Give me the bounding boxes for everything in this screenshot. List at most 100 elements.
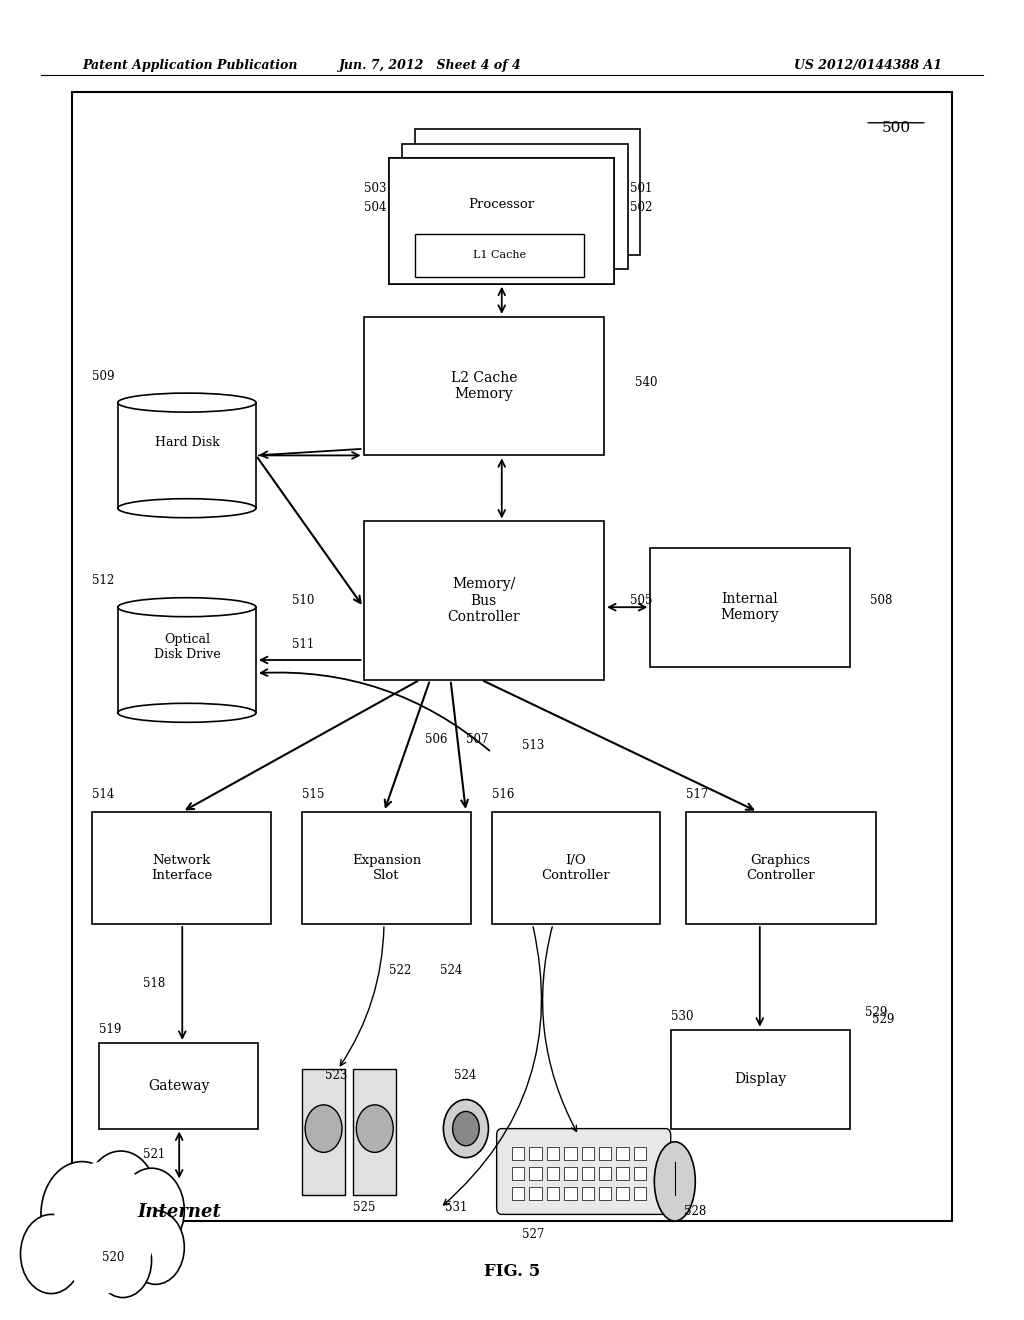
Text: 506: 506: [425, 733, 447, 746]
Text: 514: 514: [92, 788, 115, 801]
Text: 501: 501: [630, 182, 652, 195]
FancyBboxPatch shape: [634, 1147, 646, 1160]
Text: 521: 521: [143, 1148, 166, 1162]
FancyBboxPatch shape: [364, 317, 604, 455]
FancyBboxPatch shape: [492, 812, 660, 924]
Circle shape: [85, 1151, 157, 1243]
Text: Graphics
Controller: Graphics Controller: [746, 854, 815, 882]
Text: Hard Disk: Hard Disk: [155, 436, 219, 449]
FancyBboxPatch shape: [616, 1187, 629, 1200]
FancyBboxPatch shape: [529, 1167, 542, 1180]
Ellipse shape: [118, 499, 256, 517]
FancyBboxPatch shape: [564, 1167, 577, 1180]
FancyBboxPatch shape: [72, 92, 952, 1221]
Text: 502: 502: [630, 201, 652, 214]
FancyBboxPatch shape: [582, 1167, 594, 1180]
Text: Gateway: Gateway: [148, 1078, 209, 1093]
Text: 530: 530: [671, 1010, 693, 1023]
Text: 531: 531: [445, 1201, 468, 1214]
FancyBboxPatch shape: [415, 129, 640, 255]
FancyBboxPatch shape: [634, 1167, 646, 1180]
Text: 509: 509: [92, 370, 115, 383]
Text: Network
Interface: Network Interface: [152, 854, 212, 882]
Text: Jun. 7, 2012   Sheet 4 of 4: Jun. 7, 2012 Sheet 4 of 4: [339, 59, 521, 73]
FancyBboxPatch shape: [302, 1069, 345, 1195]
Text: 512: 512: [92, 574, 115, 587]
Text: Optical
Disk Drive: Optical Disk Drive: [154, 632, 220, 661]
FancyBboxPatch shape: [364, 521, 604, 680]
FancyBboxPatch shape: [582, 1187, 594, 1200]
FancyBboxPatch shape: [599, 1147, 611, 1160]
Text: Internet: Internet: [137, 1203, 221, 1221]
Ellipse shape: [118, 598, 256, 616]
FancyBboxPatch shape: [599, 1187, 611, 1200]
Circle shape: [356, 1105, 393, 1152]
FancyBboxPatch shape: [118, 607, 256, 713]
FancyBboxPatch shape: [564, 1187, 577, 1200]
Circle shape: [20, 1214, 82, 1294]
Text: 504: 504: [364, 201, 386, 214]
Ellipse shape: [118, 393, 256, 412]
FancyBboxPatch shape: [99, 1043, 258, 1129]
Text: Expansion
Slot: Expansion Slot: [352, 854, 421, 882]
FancyBboxPatch shape: [547, 1187, 559, 1200]
FancyBboxPatch shape: [650, 548, 850, 667]
FancyBboxPatch shape: [415, 234, 584, 277]
Text: 511: 511: [292, 638, 314, 651]
FancyBboxPatch shape: [634, 1187, 646, 1200]
Text: 518: 518: [143, 977, 166, 990]
FancyBboxPatch shape: [547, 1167, 559, 1180]
Text: Patent Application Publication: Patent Application Publication: [82, 59, 297, 73]
Text: 517: 517: [686, 788, 709, 801]
FancyBboxPatch shape: [512, 1167, 524, 1180]
FancyBboxPatch shape: [389, 158, 614, 284]
FancyBboxPatch shape: [582, 1147, 594, 1160]
Text: FIG. 5: FIG. 5: [484, 1263, 540, 1279]
Text: Memory/
Bus
Controller: Memory/ Bus Controller: [447, 577, 520, 624]
FancyBboxPatch shape: [616, 1167, 629, 1180]
FancyBboxPatch shape: [547, 1147, 559, 1160]
Text: US 2012/0144388 A1: US 2012/0144388 A1: [794, 59, 942, 73]
FancyBboxPatch shape: [389, 158, 614, 284]
Text: 522: 522: [389, 964, 412, 977]
Circle shape: [119, 1168, 184, 1253]
FancyBboxPatch shape: [616, 1147, 629, 1160]
Text: 524: 524: [440, 964, 463, 977]
Text: L2 Cache
Memory: L2 Cache Memory: [451, 371, 517, 401]
Text: 528: 528: [684, 1205, 707, 1218]
Circle shape: [53, 1162, 156, 1294]
Text: 523: 523: [325, 1069, 347, 1082]
FancyBboxPatch shape: [671, 1030, 850, 1129]
Text: L1 Cache: L1 Cache: [473, 251, 525, 260]
Text: 520: 520: [102, 1251, 125, 1265]
Text: Processor: Processor: [469, 198, 535, 211]
Text: I/O
Controller: I/O Controller: [542, 854, 610, 882]
Circle shape: [453, 1111, 479, 1146]
Text: 540: 540: [635, 376, 657, 389]
Ellipse shape: [654, 1142, 695, 1221]
Text: 529: 529: [872, 1012, 895, 1026]
FancyBboxPatch shape: [564, 1147, 577, 1160]
FancyBboxPatch shape: [529, 1187, 542, 1200]
Text: 519: 519: [99, 1023, 122, 1036]
Text: 524: 524: [454, 1069, 476, 1082]
Text: 513: 513: [522, 739, 545, 752]
Text: 503: 503: [364, 182, 386, 195]
FancyBboxPatch shape: [92, 812, 271, 924]
Text: 510: 510: [292, 594, 314, 607]
Text: 500: 500: [882, 121, 910, 136]
FancyBboxPatch shape: [512, 1187, 524, 1200]
FancyBboxPatch shape: [353, 1069, 396, 1195]
Text: 505: 505: [630, 594, 652, 607]
FancyBboxPatch shape: [686, 812, 876, 924]
FancyBboxPatch shape: [497, 1129, 671, 1214]
Text: 507: 507: [466, 733, 488, 746]
Circle shape: [94, 1224, 152, 1298]
FancyBboxPatch shape: [402, 144, 628, 269]
FancyBboxPatch shape: [118, 403, 256, 508]
Circle shape: [305, 1105, 342, 1152]
Circle shape: [127, 1210, 184, 1284]
Text: 508: 508: [870, 594, 893, 607]
Text: 527: 527: [522, 1228, 545, 1241]
Text: 515: 515: [302, 788, 325, 801]
